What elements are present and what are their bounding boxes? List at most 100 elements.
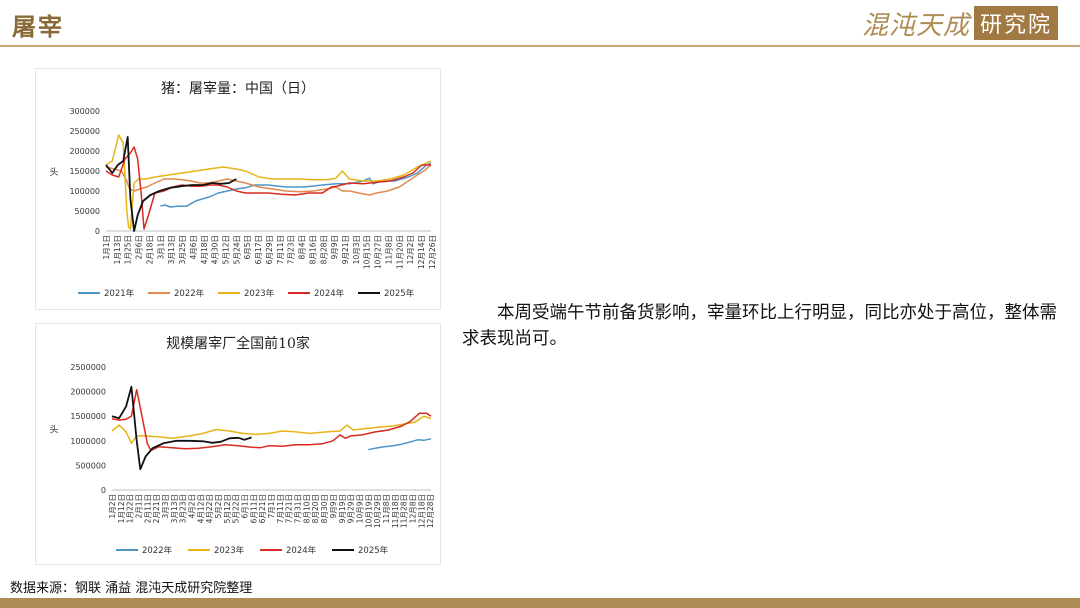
y-axis-label: 头 [49,167,58,178]
x-tick-label: 4月18日 [200,235,209,264]
brand-logo: 混沌天成 研究院 [862,6,1058,41]
x-tick-label: 7月11日 [276,494,285,523]
y-tick-label: 200000 [69,147,100,156]
y-tick-label: 100000 [69,187,100,196]
x-tick-label: 6月1日 [241,494,250,519]
x-tick-label: 3月3日 [161,494,170,519]
x-tick-label: 12月18日 [417,494,426,528]
x-tick-label: 8月16日 [308,235,317,264]
y-tick-label: 500000 [75,461,106,470]
x-tick-label: 4月2日 [188,494,197,519]
x-tick-label: 2月11日 [143,494,152,523]
x-tick-label: 5月2日 [214,494,223,519]
x-tick-label: 12月14日 [417,235,426,269]
x-tick-label: 6月11日 [249,494,258,523]
x-tick-label: 10月15日 [363,235,372,269]
x-tick-label: 8月10日 [302,494,311,523]
x-tick-label: 1月25日 [124,235,133,264]
x-tick-label: 8月4日 [298,235,307,260]
x-tick-label: 11月20日 [395,235,404,269]
x-tick-label: 7月21日 [285,494,294,523]
x-tick-label: 4月22日 [205,494,214,523]
x-tick-label: 9月9日 [330,235,339,260]
x-tick-label: 1月1日 [102,235,111,260]
x-tick-label: 9月29日 [347,494,356,523]
legend-label: 2023年 [244,288,275,299]
x-tick-label: 9月9日 [329,494,338,519]
x-tick-label: 1月22日 [126,494,135,523]
y-tick-label: 1500000 [70,412,106,421]
chart-daily-slaughter: 猪：屠宰量：中国（日） 头 0 50000 100000 150000 200000 2500… [49,81,437,299]
x-tick-label: 12月28日 [426,494,435,528]
chart-title: 规模屠宰厂全国前10家 [166,335,310,352]
legend-label: 2025年 [358,545,389,556]
y-axis-label: 头 [49,425,58,436]
y-tick-label: 0 [95,227,100,236]
x-tick-label: 4月6日 [189,235,198,260]
x-tick-label: 5月22日 [232,494,241,523]
x-tick-label: 9月21日 [341,235,350,264]
x-tick-label: 3月25日 [178,235,187,264]
y-tick-label: 2500000 [70,363,106,372]
x-tick-label: 1月12日 [117,494,126,523]
x-tick-label: 2月18日 [145,235,154,264]
footer-bar [0,598,1080,608]
x-tick-label: 10月29日 [373,494,382,528]
series-line [105,134,432,230]
x-tick-label: 6月17日 [254,235,263,264]
y-tick-label: 150000 [69,167,100,176]
header-rule [0,45,1080,47]
x-tick-label: 9月19日 [338,494,347,523]
x-tick-label: 8月30日 [320,494,329,523]
x-tick-label: 4月12日 [196,494,205,523]
chart-title: 猪：屠宰量：中国（日） [161,81,315,97]
x-tick-label: 1月2日 [108,494,117,519]
series-line [111,388,432,452]
x-tick-label: 11月8日 [384,235,393,264]
y-tick-label: 300000 [69,107,100,116]
legend-label: 2025年 [384,288,415,299]
chart-panel-top10-slaughter: 规模屠宰厂全国前10家头 0 500000 1000000 1500000 2000000… [35,323,441,565]
x-tick-label: 7月11日 [276,235,285,264]
x-tick-label: 11月18日 [391,494,400,528]
series-line [111,385,252,471]
x-tick-label: 10月19日 [364,494,373,528]
x-tick-label: 1月13日 [113,235,122,264]
x-tick-label: 10月3日 [352,235,361,264]
legend-label: 2022年 [174,288,205,299]
x-tick-label: 8月28日 [319,235,328,264]
x-tick-label: 12月26日 [428,235,437,269]
x-tick-label: 7月1日 [267,494,276,519]
data-source: 数据来源：钢联 涌益 混沌天成研究院整理 [10,581,253,596]
x-tick-label: 12月8日 [408,494,417,523]
commentary-text: 本周受端午节前备货影响，宰量环比上行明显，同比亦处于高位，整体需求表现尚可。 [462,303,1057,349]
x-tick-label: 3月13日 [170,494,179,523]
x-tick-label: 3月23日 [179,494,188,523]
x-tick-label: 5月12日 [221,235,230,264]
x-tick-label: 6月5日 [243,235,252,260]
x-tick-label: 12月2日 [406,235,415,264]
x-tick-label: 2月6日 [135,235,144,260]
x-tick-label: 5月12日 [223,494,232,523]
x-tick-label: 11月28日 [400,494,409,528]
x-tick-label: 2月1日 [135,494,144,519]
x-tick-label: 3月13日 [167,235,176,264]
legend-label: 2024年 [286,545,317,556]
y-tick-label: 250000 [69,127,100,136]
y-tick-label: 2000000 [70,388,106,397]
series-line [111,415,432,445]
x-tick-label: 3月1日 [156,235,165,260]
x-tick-label: 7月23日 [287,235,296,264]
x-tick-label: 6月21日 [258,494,267,523]
chart-panel-daily-slaughter: 猪：屠宰量：中国（日） 头 0 50000 100000 150000 200000 2500… [35,68,441,310]
logo-box: 研究院 [973,6,1058,40]
y-tick-label: 0 [101,486,106,495]
series-line [105,146,431,230]
x-tick-label: 6月29日 [265,235,274,264]
x-tick-label: 5月24日 [232,235,241,264]
x-tick-label: 8月20日 [311,494,320,523]
x-tick-label: 10月9日 [355,494,364,523]
page-title: 屠宰 [12,12,64,41]
legend-label: 2024年 [314,288,345,299]
